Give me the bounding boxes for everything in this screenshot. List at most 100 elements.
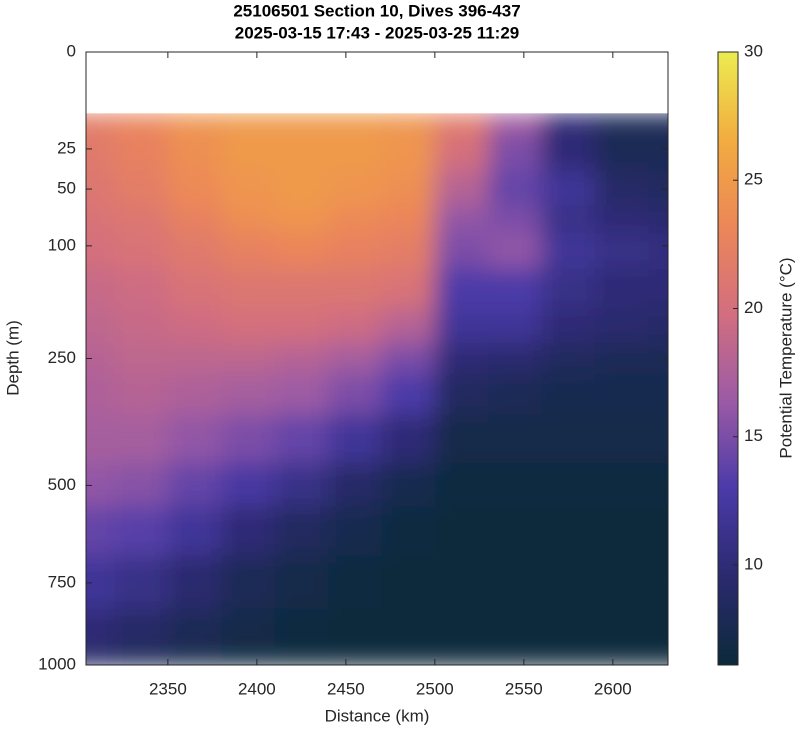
- cell: [648, 608, 668, 650]
- cell: [595, 463, 649, 508]
- cell: [648, 268, 668, 309]
- cell: [488, 308, 543, 344]
- cell: [381, 268, 436, 309]
- cell: [595, 649, 649, 665]
- cell: [648, 555, 668, 610]
- cell: [541, 233, 596, 270]
- cell: [328, 205, 382, 234]
- cell: [595, 113, 649, 134]
- chart-subtitle: 2025-03-15 17:43 - 2025-03-25 11:29: [235, 23, 520, 42]
- cell: [274, 308, 329, 344]
- cell: [488, 463, 543, 508]
- cell: [488, 233, 543, 270]
- cell: [274, 233, 329, 270]
- cell: [221, 170, 276, 206]
- cell: [434, 308, 489, 344]
- cell: [648, 133, 668, 172]
- y-tick-label: 250: [48, 348, 76, 367]
- x-tick-label: 2550: [505, 679, 543, 698]
- cell: [488, 414, 543, 464]
- x-tick-label: 2600: [594, 679, 632, 698]
- cell: [167, 170, 222, 206]
- cell: [86, 308, 115, 344]
- cell: [221, 373, 276, 416]
- cell: [114, 170, 169, 206]
- cell: [274, 268, 329, 309]
- y-tick-label: 750: [48, 572, 76, 591]
- cell: [434, 373, 489, 416]
- cell: [488, 649, 543, 665]
- cell: [221, 555, 276, 610]
- x-tick-label: 2450: [327, 679, 365, 698]
- cell: [274, 205, 329, 234]
- cell: [648, 373, 668, 416]
- cell: [381, 308, 436, 344]
- cell: [167, 373, 222, 416]
- cell: [167, 649, 222, 665]
- cell: [541, 373, 596, 416]
- cell: [648, 205, 668, 234]
- cell: [328, 555, 382, 610]
- cell: [381, 463, 436, 508]
- y-axis-label: Depth (m): [3, 320, 22, 396]
- y-tick-label: 1000: [38, 654, 76, 673]
- cell: [488, 506, 543, 557]
- cell: [274, 373, 329, 416]
- cell: [595, 308, 649, 344]
- cell: [328, 170, 382, 206]
- y-tick-label: 25: [57, 138, 76, 157]
- cell: [595, 133, 649, 172]
- colorbar-tick-label: 25: [744, 170, 763, 189]
- cell: [381, 506, 436, 557]
- cell: [86, 268, 115, 309]
- cell: [221, 342, 276, 374]
- cell: [114, 113, 169, 134]
- cell: [488, 113, 543, 134]
- cell: [114, 205, 169, 234]
- cell: [488, 342, 543, 374]
- colorbar-tick-label: 15: [744, 426, 763, 445]
- cell: [221, 205, 276, 234]
- cell: [648, 113, 668, 134]
- cell: [541, 506, 596, 557]
- cell: [167, 133, 222, 172]
- cell: [595, 342, 649, 374]
- cell: [86, 608, 115, 650]
- cell: [434, 414, 489, 464]
- cell: [86, 233, 115, 270]
- cell: [114, 506, 169, 557]
- cell: [86, 205, 115, 234]
- cell: [595, 233, 649, 270]
- cell: [114, 308, 169, 344]
- cell: [328, 113, 382, 134]
- field-cells: [86, 113, 668, 665]
- cell: [434, 649, 489, 665]
- cell: [595, 414, 649, 464]
- x-tick-label: 2400: [238, 679, 276, 698]
- cell: [328, 268, 382, 309]
- cell: [167, 506, 222, 557]
- cell: [434, 463, 489, 508]
- cell: [114, 414, 169, 464]
- cell: [434, 170, 489, 206]
- cell: [328, 373, 382, 416]
- cell: [488, 555, 543, 610]
- cell: [167, 233, 222, 270]
- cell: [221, 268, 276, 309]
- cell: [488, 373, 543, 416]
- cell: [595, 170, 649, 206]
- cell: [221, 463, 276, 508]
- colorbar-label: Potential Temperature (°C): [776, 257, 795, 458]
- cell: [488, 268, 543, 309]
- cell: [488, 133, 543, 172]
- cell: [328, 506, 382, 557]
- cell: [86, 170, 115, 206]
- cell: [648, 308, 668, 344]
- cell: [114, 555, 169, 610]
- cell: [541, 113, 596, 134]
- cell: [541, 463, 596, 508]
- cell: [328, 342, 382, 374]
- cell: [434, 113, 489, 134]
- cell: [381, 133, 436, 172]
- cell: [328, 463, 382, 508]
